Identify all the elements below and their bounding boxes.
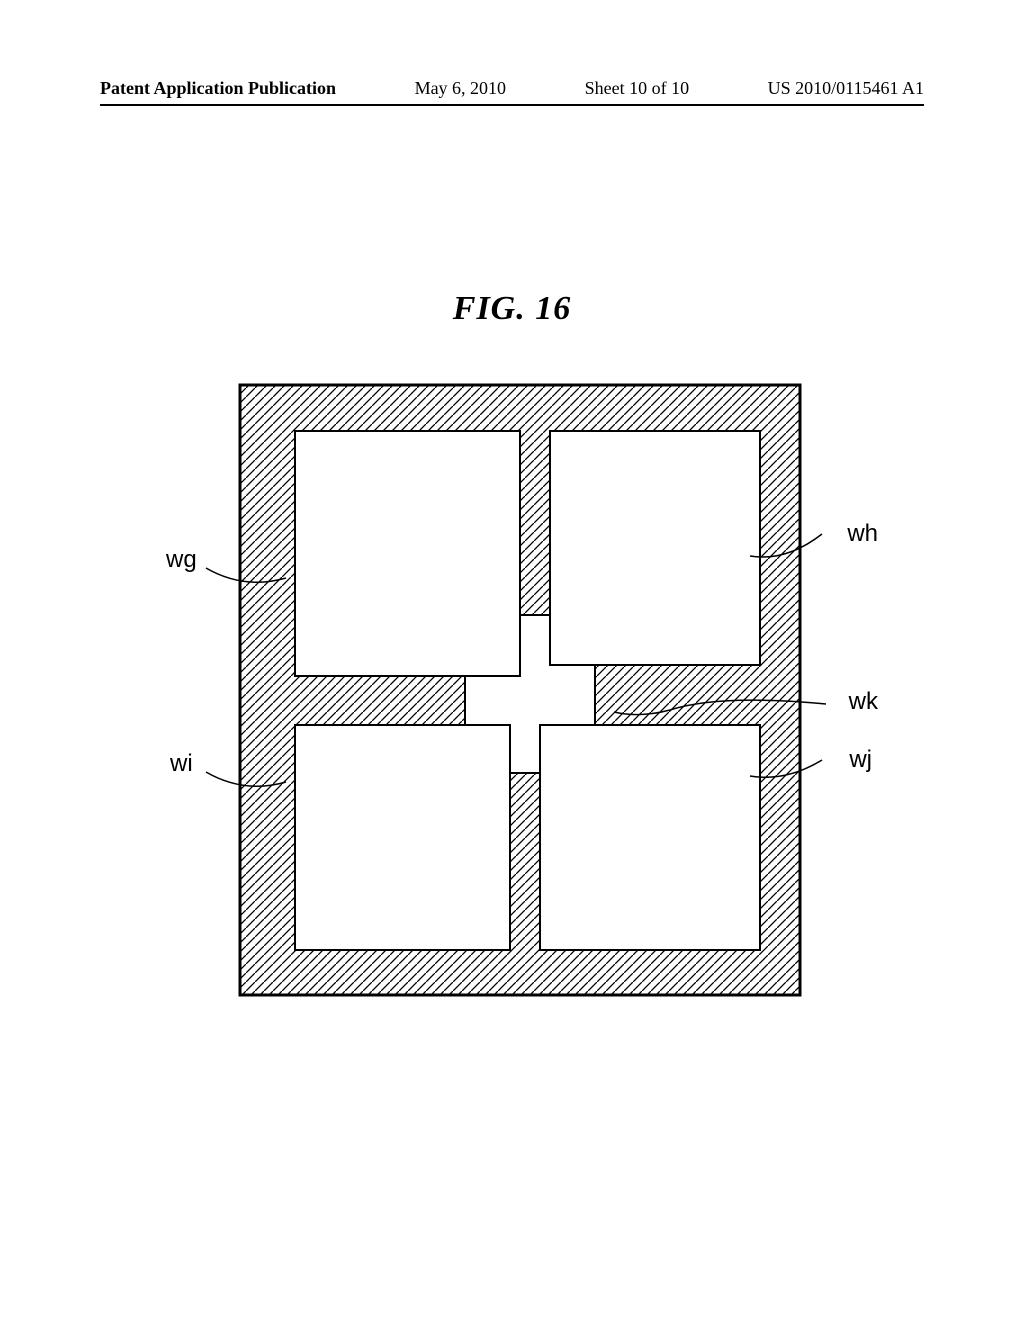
header-publication-type: Patent Application Publication <box>100 78 336 99</box>
figure-title: FIG. 16 <box>0 290 1024 328</box>
label-wh: wh <box>847 520 878 548</box>
window-wi <box>295 725 510 950</box>
leader-wj <box>746 754 826 794</box>
header-pubno: US 2010/0115461 A1 <box>768 78 924 99</box>
figure-svg <box>210 370 830 1010</box>
label-wi: wi <box>170 750 193 778</box>
figure-16: wg wi wh wk wj <box>210 370 830 1010</box>
leader-wi <box>204 764 294 804</box>
leader-wk <box>610 694 830 724</box>
label-wj: wj <box>849 746 872 774</box>
header-rule <box>100 104 924 106</box>
window-wh <box>550 431 760 665</box>
leader-wh <box>746 528 826 578</box>
header-sheet: Sheet 10 of 10 <box>585 78 689 99</box>
header-date: May 6, 2010 <box>415 78 507 99</box>
window-wj <box>540 725 760 950</box>
page-header: Patent Application Publication May 6, 20… <box>0 78 1024 105</box>
label-wk: wk <box>849 688 878 716</box>
window-wg <box>295 431 520 676</box>
label-wg: wg <box>166 546 197 574</box>
leader-wg <box>204 560 294 600</box>
